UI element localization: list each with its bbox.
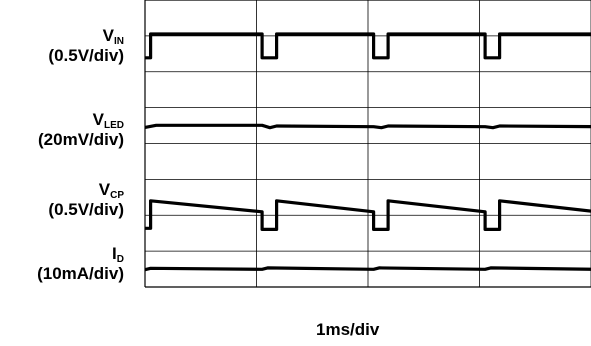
channel-scale-id: (10mA/div): [37, 263, 124, 283]
channel-label-vin: VIN (0.5V/div): [48, 26, 124, 65]
trace-id: [144, 266, 591, 272]
channel-label-id: ID (10mA/div): [37, 244, 124, 283]
trace-vin: [145, 32, 591, 60]
channel-scale-vin: (0.5V/div): [48, 45, 124, 65]
channel-scale-vcp: (0.5V/div): [48, 199, 124, 219]
timebase-label: 1ms/div: [316, 320, 380, 339]
channel-scale-vled: (20mV/div): [38, 129, 124, 149]
scope-grid: [144, 0, 591, 288]
channel-name-id: ID: [112, 244, 124, 265]
channel-name-vcp: VCP: [98, 180, 124, 201]
trace-vled: [144, 123, 591, 130]
trace-vcp: [145, 199, 591, 231]
scope-traces: [144, 32, 591, 272]
channel-name-vled: VLED: [92, 110, 124, 131]
channel-label-vled: VLED (20mV/div): [38, 110, 124, 149]
channel-label-vcp: VCP (0.5V/div): [48, 180, 124, 219]
channel-name-vin: VIN: [102, 26, 124, 47]
